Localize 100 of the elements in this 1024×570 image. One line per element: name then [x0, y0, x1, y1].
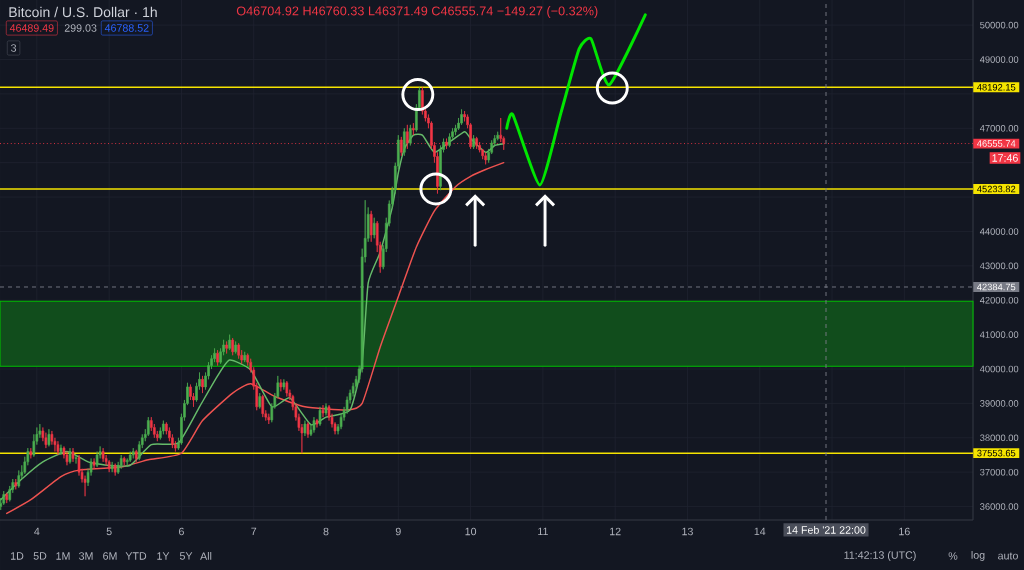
- candlestick: [400, 136, 403, 157]
- y-tick-label: 40000.00: [979, 365, 1019, 373]
- text: 6M: [103, 552, 117, 560]
- candlestick: [119, 454, 123, 470]
- candlestick: [5, 492, 9, 504]
- x-tick-label: 14: [754, 527, 766, 536]
- candlestick: [101, 447, 105, 463]
- candlestick: [261, 394, 265, 418]
- text: 17:46: [992, 154, 1018, 162]
- chart-title: Bitcoin / U.S. Dollar · 1h: [9, 6, 157, 18]
- y-tick-label: 47000.00: [979, 124, 1019, 132]
- y-tick-label: 42000.00: [979, 296, 1019, 304]
- x-tick-label: 11: [538, 527, 548, 536]
- candlestick: [306, 421, 310, 439]
- candlestick: [484, 152, 487, 165]
- candlestick: [258, 392, 262, 409]
- candlestick: [29, 447, 33, 459]
- text: 5D: [33, 552, 47, 560]
- candlestick: [409, 124, 412, 146]
- candlestick: [234, 341, 237, 354]
- candlestick: [228, 334, 231, 351]
- candlestick: [128, 451, 132, 463]
- candlestick: [403, 127, 406, 157]
- text: 5Y: [179, 552, 193, 560]
- candlestick: [225, 341, 228, 354]
- x-tick-label: 10: [465, 527, 477, 536]
- candlestick: [201, 375, 204, 394]
- candlestick: [279, 378, 283, 392]
- candlestick: [231, 337, 234, 356]
- x-tick-label: 6: [179, 527, 184, 536]
- ref-line-label: 14 Feb '21 22:00: [786, 525, 866, 534]
- text: 1M: [56, 552, 70, 560]
- candlestick: [321, 404, 325, 418]
- candlestick: [372, 217, 376, 239]
- candlestick: [107, 459, 111, 473]
- candlestick: [324, 403, 328, 416]
- candlestick: [74, 454, 78, 464]
- x-tick-label: 12: [610, 527, 621, 536]
- annotation: 3: [11, 44, 17, 52]
- x-tick-label: 13: [682, 527, 693, 536]
- candlestick: [71, 447, 75, 463]
- candlestick: [460, 109, 463, 126]
- candlestick: [237, 342, 240, 360]
- candlestick: [369, 210, 373, 243]
- text: 11:42:13 (UTC): [844, 551, 916, 561]
- text: 1D: [11, 552, 24, 560]
- ref-line-label: 42384.75: [977, 283, 1016, 291]
- candlestick: [445, 138, 448, 150]
- x-tick-label: 8: [323, 527, 329, 536]
- y-tick-label: 44000.00: [979, 228, 1019, 235]
- text: YTD: [125, 552, 147, 560]
- text: auto: [998, 552, 1018, 560]
- x-tick-label: 5: [106, 527, 112, 536]
- candlestick: [110, 461, 114, 473]
- x-tick-label: 7: [251, 527, 257, 536]
- y-tick-label: 50000.00: [980, 21, 1019, 29]
- candlestick: [131, 447, 135, 459]
- candlestick: [2, 490, 6, 506]
- candlestick: [14, 478, 18, 490]
- text: %: [948, 552, 958, 560]
- text: 1Y: [157, 552, 170, 560]
- y-tick-label: 43000.00: [979, 262, 1019, 270]
- candlestick: [285, 380, 289, 397]
- candlestick: [47, 428, 51, 447]
- candlestick: [216, 349, 219, 366]
- annotation: 46788.52: [104, 24, 149, 32]
- candlestick: [122, 456, 126, 466]
- candlestick: [282, 378, 286, 390]
- candlestick: [59, 444, 63, 456]
- candlestick: [92, 458, 96, 470]
- candlestick: [113, 463, 117, 476]
- y-tick-label: 37000.00: [980, 468, 1019, 476]
- ref-line-label: 37553.65: [977, 449, 1016, 457]
- y-tick-label: 49000.00: [979, 56, 1019, 63]
- x-tick-label: 4: [34, 527, 40, 536]
- candlestick: [406, 124, 409, 150]
- x-tick-label: 16: [899, 527, 910, 536]
- ref-line-label: 46555.74: [977, 140, 1016, 147]
- y-tick-label: 38000.00: [980, 434, 1019, 442]
- candlestick: [496, 131, 500, 141]
- candlestick: [243, 351, 246, 363]
- annotation: 299.03: [64, 24, 97, 32]
- y-tick-label: 41000.00: [979, 331, 1019, 338]
- candlestick: [318, 406, 322, 427]
- text: log: [971, 551, 985, 561]
- candlestick: [412, 122, 415, 136]
- y-tick-label: 39000.00: [980, 400, 1019, 407]
- x-tick-label: 9: [395, 527, 401, 536]
- y-tick-label: 36000.00: [980, 503, 1019, 510]
- candlestick: [147, 416, 150, 437]
- annotation: 46489.49: [9, 24, 54, 32]
- candlestick: [303, 420, 307, 437]
- ref-line-label: 45233.82: [977, 185, 1016, 193]
- candlestick: [68, 447, 72, 464]
- text: 3M: [79, 552, 93, 560]
- chart-subtitle: O46704.92 H46760.33 L46371.49 C46555.74 −149.27 (−0.32%): [236, 6, 598, 18]
- candlestick: [134, 449, 138, 463]
- candlestick: [267, 413, 271, 425]
- candlestick: [56, 440, 60, 456]
- candlestick: [315, 418, 319, 428]
